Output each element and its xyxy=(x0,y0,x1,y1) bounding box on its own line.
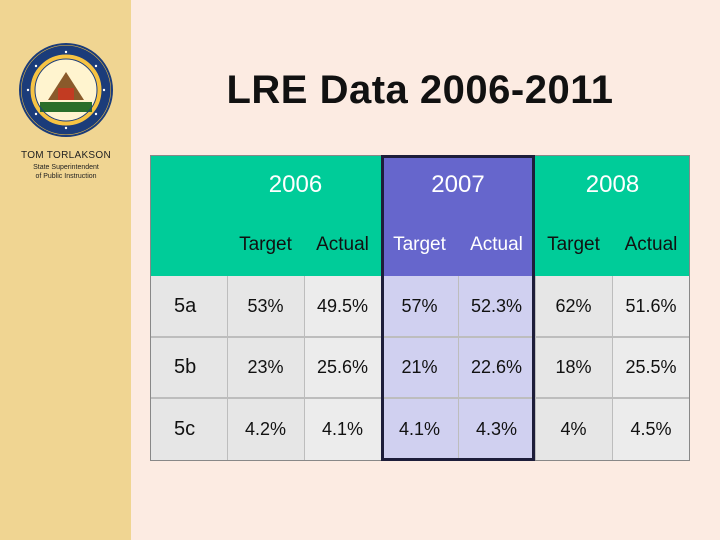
cell-5b-2006-actual: 25.6% xyxy=(304,337,381,398)
cell-5b-2006-target: 23% xyxy=(227,337,304,398)
column-divider xyxy=(227,276,228,461)
cell-5a-2006-target: 53% xyxy=(227,276,304,337)
column-divider xyxy=(458,276,459,461)
cell-5c-2006-target: 4.2% xyxy=(227,398,304,461)
row-divider xyxy=(150,397,690,399)
org-title-line2: of Public Instruction xyxy=(35,173,97,180)
cell-5a-2008-actual: 51.6% xyxy=(612,276,690,337)
page-title: LRE Data 2006-2011 xyxy=(226,68,614,112)
row-label-5b: 5b xyxy=(150,337,227,398)
subheader-target-2006: Target xyxy=(227,214,304,276)
subheader-actual-2007: Actual xyxy=(458,214,535,276)
column-divider xyxy=(535,276,536,461)
cell-5b-2008-target: 18% xyxy=(535,337,612,398)
year-header-2006: 2006 xyxy=(150,155,381,214)
cell-5c-2007-actual: 4.3% xyxy=(458,398,535,461)
cell-5b-2007-actual: 22.6% xyxy=(458,337,535,398)
subheader-target-2007: Target xyxy=(381,214,458,276)
sidebar: TOM TORLAKSON State Superintendent of Pu… xyxy=(0,0,131,540)
year-header-2007: 2007 xyxy=(381,155,535,214)
cell-5b-2008-actual: 25.5% xyxy=(612,337,690,398)
cell-5b-2007-target: 21% xyxy=(381,337,458,398)
cell-5c-2006-actual: 4.1% xyxy=(304,398,381,461)
cell-5c-2007-target: 4.1% xyxy=(381,398,458,461)
cell-5a-2006-actual: 49.5% xyxy=(304,276,381,337)
lre-data-table: 2006 2007 2008 Target Actual Target Actu… xyxy=(150,155,690,461)
cell-5a-2007-actual: 52.3% xyxy=(458,276,535,337)
cell-5c-2008-actual: 4.5% xyxy=(612,398,690,461)
state-seal-icon xyxy=(18,42,114,138)
subheader-actual-2006: Actual xyxy=(304,214,381,276)
blank-corner-cell xyxy=(150,214,227,276)
cell-5a-2007-target: 57% xyxy=(381,276,458,337)
org-name: TOM TORLAKSON xyxy=(20,150,112,161)
row-label-5a: 5a xyxy=(150,276,227,337)
org-title-line1: State Superintendent xyxy=(33,164,99,171)
year-header-2008: 2008 xyxy=(535,155,690,214)
row-label-5c: 5c xyxy=(150,398,227,461)
subheader-target-2008: Target xyxy=(535,214,612,276)
column-divider xyxy=(612,276,613,461)
cell-5c-2008-target: 4% xyxy=(535,398,612,461)
row-divider xyxy=(150,336,690,338)
cell-5a-2008-target: 62% xyxy=(535,276,612,337)
subheader-actual-2008: Actual xyxy=(612,214,690,276)
column-divider xyxy=(304,276,305,461)
